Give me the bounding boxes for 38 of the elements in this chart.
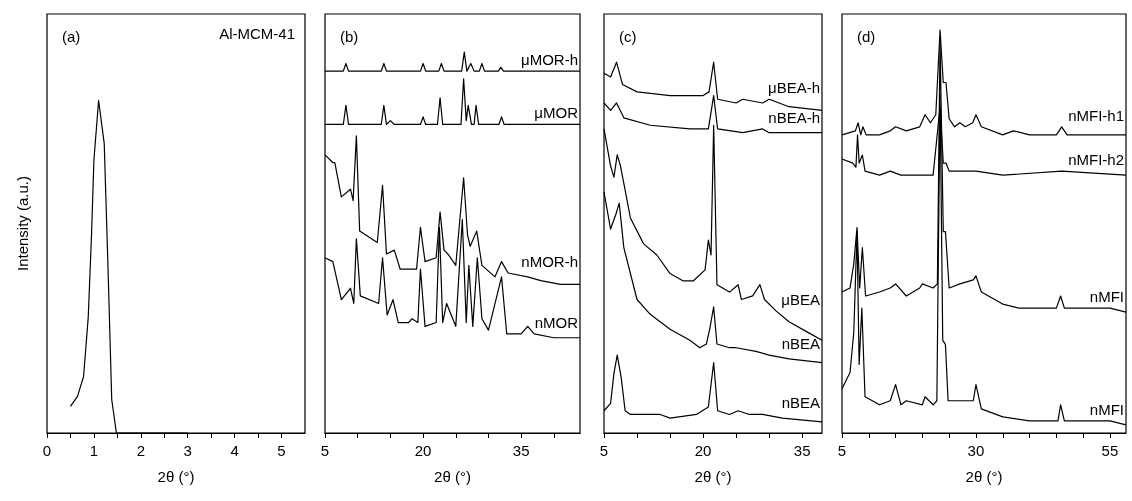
series-label: μBEA-h	[768, 79, 820, 97]
chart-title: (b)	[340, 28, 359, 45]
x-tick-label: 2	[136, 442, 145, 459]
series-label: nBEA	[781, 394, 820, 412]
x-tick-label: 4	[230, 442, 239, 459]
x-tick-label: 55	[1101, 442, 1119, 459]
series-label: μMOR	[534, 104, 579, 122]
series-label: nMFI-h2	[1068, 151, 1124, 169]
chart-title: (d)	[857, 28, 876, 45]
chart-title: (a)	[62, 28, 81, 45]
series-label: nMFI-h1	[1068, 106, 1124, 124]
x-axis-title: 2θ (°)	[965, 468, 1003, 485]
x-tick-label: 35	[512, 442, 530, 459]
series-label: nMFI	[1089, 288, 1124, 306]
x-tick-label: 20	[414, 442, 432, 459]
chart-title: (c)	[619, 28, 637, 45]
x-tick-label: 3	[183, 442, 192, 459]
series-label: nBEA	[781, 335, 820, 353]
x-tick-label: 0	[42, 442, 52, 459]
x-tick-label: 5	[320, 442, 330, 459]
x-tick-label: 5	[599, 442, 609, 459]
series-label: nBEA-h	[768, 108, 820, 126]
series-label: μMOR-h	[521, 51, 578, 69]
x-tick-label: 1	[89, 442, 99, 459]
x-tick-label: 5	[837, 442, 847, 459]
x-axis-title: 2θ (°)	[434, 468, 471, 485]
x-axis-title: 2θ (°)	[157, 468, 195, 485]
x-tick-label: 30	[967, 442, 985, 459]
y-axis-title: Intensity (a.u.)	[13, 175, 31, 272]
text: Al-MCM-41	[219, 25, 296, 42]
series-label: nMOR-h	[521, 253, 578, 271]
series-label: nMFI	[1089, 400, 1124, 418]
x-tick-label: 35	[793, 442, 811, 459]
x-tick-label: 5	[277, 442, 286, 459]
x-axis-title: 2θ (°)	[694, 468, 732, 485]
series-label: μBEA	[781, 290, 820, 308]
x-tick-label: 20	[694, 442, 712, 459]
series-label: nMOR	[534, 313, 579, 331]
